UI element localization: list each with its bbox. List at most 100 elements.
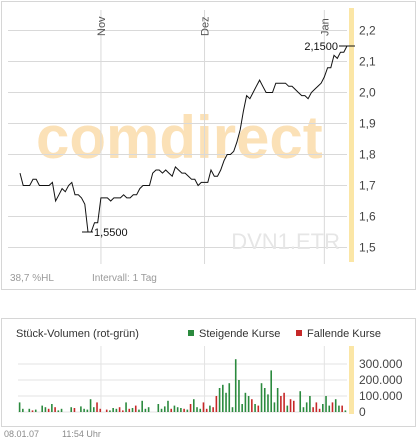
y-tick-label: 1,7 (359, 179, 376, 193)
volume-bar (328, 405, 331, 412)
volume-bar (234, 359, 237, 412)
footer-date: 08.01.07 (4, 429, 40, 439)
latest-value-band (349, 8, 354, 262)
volume-bar (99, 408, 102, 412)
volume-bar (318, 408, 321, 412)
volume-bar (80, 406, 82, 412)
y-tick-label: 1,9 (359, 117, 376, 131)
volume-bar (344, 410, 347, 412)
volume-bar (292, 400, 295, 412)
volume-bar (186, 409, 189, 412)
volume-bar (125, 402, 127, 412)
price-line (19, 45, 348, 233)
volume-bar (299, 391, 302, 412)
volume-bar (34, 409, 37, 412)
symbol-watermark: DVN1.ETR (231, 229, 340, 254)
volume-bar (96, 402, 98, 412)
hl-percent: 38,7 %HL (10, 273, 54, 284)
volume-bar (118, 407, 121, 412)
latest-value-band (349, 346, 354, 414)
volume-bar (238, 380, 240, 412)
volume-bar (338, 405, 340, 412)
volume-bar (180, 408, 182, 412)
volume-bar (73, 408, 76, 412)
min-label: 1,5500 (94, 227, 128, 239)
volume-bar (196, 407, 198, 412)
volume-bar (222, 384, 224, 412)
volume-bar (286, 405, 289, 412)
y-tick-label: 2,1 (359, 55, 376, 69)
y-tick-label: 1,6 (359, 210, 376, 224)
volume-bar (28, 408, 31, 412)
volume-bar (18, 402, 21, 412)
volume-bar (86, 409, 89, 412)
volume-chart: Stück-Volumen (rot-grün) Steigende Kurse F… (16, 328, 403, 419)
volume-bar (183, 408, 185, 412)
volume-bar (138, 409, 140, 412)
volume-bar (218, 388, 221, 412)
volume-bar (115, 408, 118, 412)
volume-bar (22, 408, 24, 412)
legend-label: Fallende Kurse (307, 328, 381, 340)
volume-bar (276, 388, 279, 412)
volume-bar (112, 408, 114, 412)
volume-bar (280, 396, 282, 412)
volume-bar (257, 405, 260, 412)
volume-bar (92, 407, 95, 412)
volume-bar (70, 407, 73, 412)
volume-bar (251, 399, 253, 412)
volume-bar (163, 406, 166, 412)
volume-bar (325, 396, 327, 412)
volume-bar (322, 404, 324, 412)
volume-bar (254, 404, 256, 412)
volume-bar (57, 410, 60, 412)
volume-bar (131, 408, 134, 412)
y-tick-label: 2,2 (359, 24, 376, 38)
volume-bar (128, 408, 131, 412)
volume-bar (105, 409, 108, 412)
volume-bar (89, 399, 92, 412)
volume-bar (192, 399, 195, 412)
volume-bar (225, 392, 227, 412)
y-tick-label: 100.000 (359, 389, 403, 403)
volume-bar (83, 408, 85, 412)
volume-bar (122, 410, 124, 412)
legend-swatch (296, 330, 302, 336)
volume-bar (54, 407, 56, 412)
volume-bar (302, 407, 305, 412)
volume-bar (260, 383, 263, 412)
volume-bar (31, 410, 34, 412)
y-tick-label: 0 (359, 405, 366, 419)
volume-bar (228, 383, 231, 412)
volume-bar (51, 404, 53, 412)
volume-bar (315, 402, 318, 412)
price-chart-panel: comdirect 2,2 2,1 2,0 1,9 1,8 1,7 1,6 1,5 Nov Dez J… (1, 1, 416, 290)
volume-bar (144, 408, 147, 412)
volume-bar (167, 400, 169, 412)
volume-bar (176, 407, 179, 412)
volume-bar (231, 407, 234, 412)
volume-bar (60, 408, 63, 412)
volume-bar (270, 370, 273, 412)
volume-bar (247, 396, 250, 412)
y-tick-label: 1,5 (359, 241, 376, 255)
volume-bar (160, 408, 163, 412)
price-chart: comdirect 2,2 2,1 2,0 1,9 1,8 1,7 1,6 1,5 Nov Dez J… (8, 8, 376, 284)
volume-bar (44, 407, 47, 412)
volume-bar (189, 404, 192, 412)
volume-bar (209, 405, 211, 412)
watermark-text: comdirect (36, 104, 323, 171)
volume-bar (212, 407, 214, 412)
volume-bar (341, 405, 343, 412)
volume-bar (273, 402, 276, 412)
volume-bar (289, 399, 292, 412)
x-tick-label: Dez (200, 16, 212, 36)
footer-time: 11:54 Uhr (62, 429, 101, 439)
interval-label: Intervall: 1 Tag (92, 273, 157, 284)
y-tick-label: 2,0 (359, 86, 376, 100)
max-label: 2,1500 (304, 41, 338, 53)
volume-bar (41, 405, 43, 412)
volume-bar (157, 404, 160, 412)
volume-bar (267, 394, 269, 412)
legend-label: Steigende Kurse (199, 328, 280, 340)
